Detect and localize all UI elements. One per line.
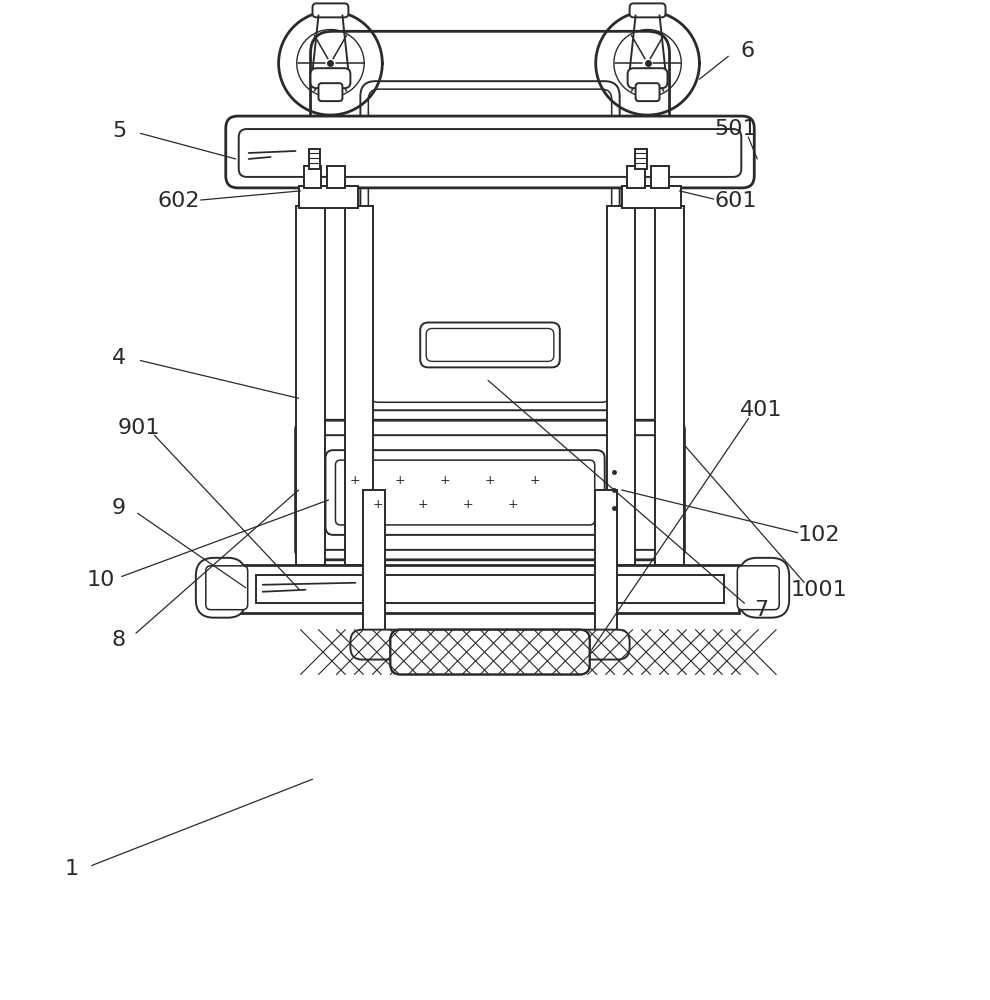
Bar: [654, 206, 684, 565]
FancyBboxPatch shape: [226, 116, 754, 188]
FancyBboxPatch shape: [313, 3, 348, 17]
Text: +: +: [462, 498, 473, 511]
Text: +: +: [508, 498, 518, 511]
Bar: [627, 166, 644, 188]
Bar: [304, 166, 322, 188]
Text: 901: 901: [118, 418, 160, 438]
FancyBboxPatch shape: [296, 420, 684, 560]
Bar: [296, 206, 326, 565]
Text: +: +: [373, 498, 384, 511]
Text: 8: 8: [112, 630, 126, 650]
FancyBboxPatch shape: [360, 81, 620, 410]
FancyBboxPatch shape: [368, 89, 612, 402]
FancyBboxPatch shape: [420, 322, 559, 367]
Bar: [622, 186, 681, 208]
FancyBboxPatch shape: [738, 566, 779, 610]
Bar: [363, 490, 385, 650]
Bar: [328, 166, 346, 188]
FancyBboxPatch shape: [196, 558, 246, 618]
Bar: [255, 575, 725, 603]
Text: 102: 102: [798, 525, 841, 545]
Bar: [607, 460, 622, 522]
FancyBboxPatch shape: [628, 68, 667, 88]
Bar: [241, 565, 740, 613]
Text: +: +: [485, 474, 495, 487]
Bar: [346, 206, 373, 565]
Bar: [607, 206, 635, 565]
FancyBboxPatch shape: [390, 630, 590, 675]
Bar: [299, 186, 358, 208]
Text: 7: 7: [754, 600, 768, 620]
Text: 5: 5: [112, 121, 126, 141]
Bar: [309, 149, 321, 169]
FancyBboxPatch shape: [206, 566, 248, 610]
Text: 401: 401: [740, 400, 782, 420]
Text: 10: 10: [87, 570, 115, 590]
Text: +: +: [530, 474, 541, 487]
Text: 602: 602: [157, 191, 200, 211]
FancyBboxPatch shape: [740, 558, 789, 618]
Text: 9: 9: [112, 498, 126, 518]
FancyBboxPatch shape: [636, 83, 659, 101]
Text: +: +: [395, 474, 406, 487]
FancyBboxPatch shape: [326, 450, 605, 535]
FancyBboxPatch shape: [311, 68, 350, 88]
FancyBboxPatch shape: [311, 31, 669, 590]
Text: 601: 601: [714, 191, 756, 211]
Bar: [595, 490, 617, 650]
Text: 1001: 1001: [791, 580, 847, 600]
Text: 1: 1: [64, 859, 78, 879]
Text: +: +: [350, 474, 360, 487]
FancyBboxPatch shape: [311, 435, 669, 550]
Bar: [635, 149, 646, 169]
FancyBboxPatch shape: [319, 83, 343, 101]
Text: +: +: [418, 498, 429, 511]
FancyBboxPatch shape: [630, 3, 665, 17]
FancyBboxPatch shape: [350, 630, 630, 660]
Bar: [650, 166, 668, 188]
Bar: [390, 630, 590, 675]
FancyBboxPatch shape: [239, 129, 742, 177]
Text: 6: 6: [741, 41, 754, 61]
Text: 4: 4: [112, 348, 126, 368]
Text: 501: 501: [714, 119, 756, 139]
Text: +: +: [440, 474, 450, 487]
FancyBboxPatch shape: [336, 460, 595, 525]
FancyBboxPatch shape: [426, 328, 553, 361]
